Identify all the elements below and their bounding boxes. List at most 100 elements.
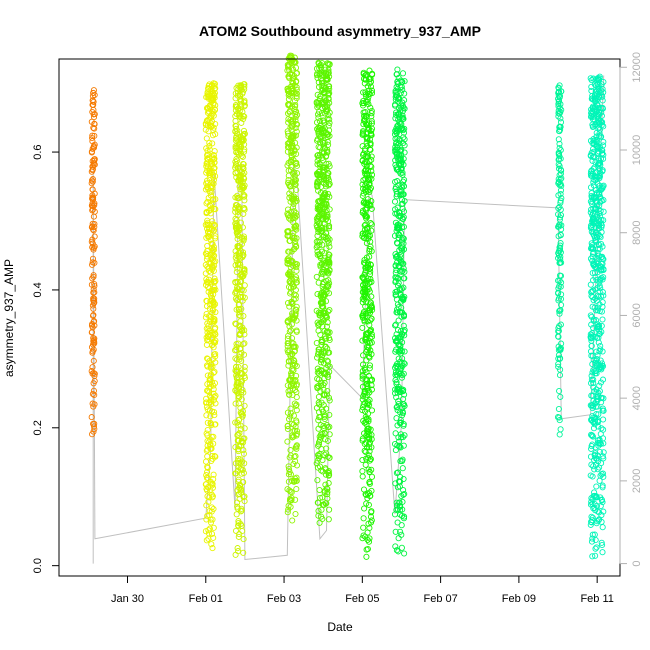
data-point bbox=[89, 275, 96, 282]
y-tick-label: 0.6 bbox=[32, 144, 44, 159]
data-point bbox=[558, 222, 565, 229]
data-point bbox=[368, 517, 375, 524]
data-point bbox=[364, 410, 372, 417]
data-point bbox=[360, 308, 367, 316]
data-point bbox=[399, 70, 407, 77]
data-point bbox=[206, 380, 213, 387]
data-point bbox=[241, 103, 248, 110]
data-point bbox=[241, 282, 248, 289]
data-point bbox=[205, 498, 212, 505]
data-point bbox=[317, 388, 324, 395]
data-point bbox=[236, 416, 243, 423]
data-point bbox=[363, 206, 370, 214]
data-point bbox=[232, 262, 239, 269]
data-point bbox=[593, 169, 600, 176]
data-point bbox=[362, 394, 369, 401]
data-point bbox=[90, 338, 97, 345]
data-point bbox=[324, 134, 331, 141]
data-point bbox=[594, 81, 601, 88]
data-point bbox=[291, 234, 298, 242]
data-point bbox=[314, 499, 321, 506]
data-point bbox=[241, 374, 248, 382]
data-point bbox=[363, 336, 370, 343]
data-point bbox=[591, 141, 598, 148]
data-point bbox=[287, 284, 295, 291]
data-point bbox=[397, 419, 404, 426]
data-point bbox=[587, 209, 594, 216]
data-point bbox=[208, 294, 216, 301]
data-point bbox=[89, 163, 96, 170]
data-point bbox=[292, 312, 299, 319]
data-point bbox=[206, 305, 213, 312]
data-point bbox=[359, 131, 366, 138]
data-point bbox=[89, 255, 97, 262]
data-point bbox=[206, 438, 213, 445]
data-point bbox=[360, 117, 368, 124]
data-point bbox=[235, 518, 242, 525]
data-point bbox=[325, 240, 332, 247]
data-point bbox=[286, 323, 293, 330]
data-point bbox=[599, 119, 606, 126]
data-point bbox=[240, 237, 247, 244]
data-point bbox=[590, 245, 597, 252]
data-point bbox=[401, 391, 408, 398]
data-point bbox=[599, 303, 606, 310]
data-point bbox=[359, 324, 366, 331]
data-point bbox=[241, 425, 248, 432]
data-point bbox=[287, 183, 294, 190]
data-point bbox=[234, 487, 241, 494]
data-point bbox=[366, 362, 374, 369]
data-point bbox=[359, 233, 366, 240]
data-point bbox=[89, 261, 96, 268]
data-point bbox=[587, 75, 594, 82]
data-point bbox=[207, 393, 214, 400]
data-point bbox=[401, 432, 408, 439]
data-point bbox=[368, 153, 375, 160]
data-point bbox=[396, 370, 403, 377]
data-point bbox=[317, 431, 325, 438]
data-point bbox=[599, 289, 606, 296]
data-point bbox=[293, 222, 300, 229]
x-tick-label: Feb 11 bbox=[580, 593, 613, 605]
data-point bbox=[284, 299, 292, 307]
data-point bbox=[595, 252, 602, 259]
data-point bbox=[287, 327, 294, 334]
data-point bbox=[212, 400, 219, 407]
data-point bbox=[592, 230, 599, 237]
data-point bbox=[205, 194, 212, 201]
data-point bbox=[394, 240, 401, 247]
data-point bbox=[320, 425, 327, 432]
data-point bbox=[319, 216, 326, 223]
data-point bbox=[291, 172, 298, 179]
data-point bbox=[314, 384, 321, 392]
data-point bbox=[234, 195, 241, 202]
data-point bbox=[363, 163, 370, 170]
data-point bbox=[400, 183, 407, 190]
data-point bbox=[314, 161, 321, 168]
data-point bbox=[289, 133, 296, 140]
data-point bbox=[317, 226, 324, 233]
data-point bbox=[587, 281, 594, 288]
data-point bbox=[237, 98, 244, 105]
data-point bbox=[596, 191, 603, 198]
data-point bbox=[395, 111, 403, 118]
data-point bbox=[325, 96, 332, 103]
data-point bbox=[288, 248, 295, 255]
data-point bbox=[315, 507, 322, 514]
data-point bbox=[212, 353, 219, 360]
data-point bbox=[367, 140, 374, 147]
data-point bbox=[557, 393, 564, 400]
data-point bbox=[326, 109, 333, 116]
data-point bbox=[393, 274, 400, 281]
data-point bbox=[324, 60, 331, 67]
data-point bbox=[399, 404, 406, 411]
data-point bbox=[600, 407, 607, 414]
data-point bbox=[359, 407, 366, 414]
data-point bbox=[233, 356, 240, 363]
data-point bbox=[293, 235, 300, 242]
data-point bbox=[599, 376, 607, 383]
data-point bbox=[292, 139, 299, 146]
data-point bbox=[590, 425, 598, 432]
data-point bbox=[555, 113, 562, 120]
data-point bbox=[324, 437, 331, 444]
